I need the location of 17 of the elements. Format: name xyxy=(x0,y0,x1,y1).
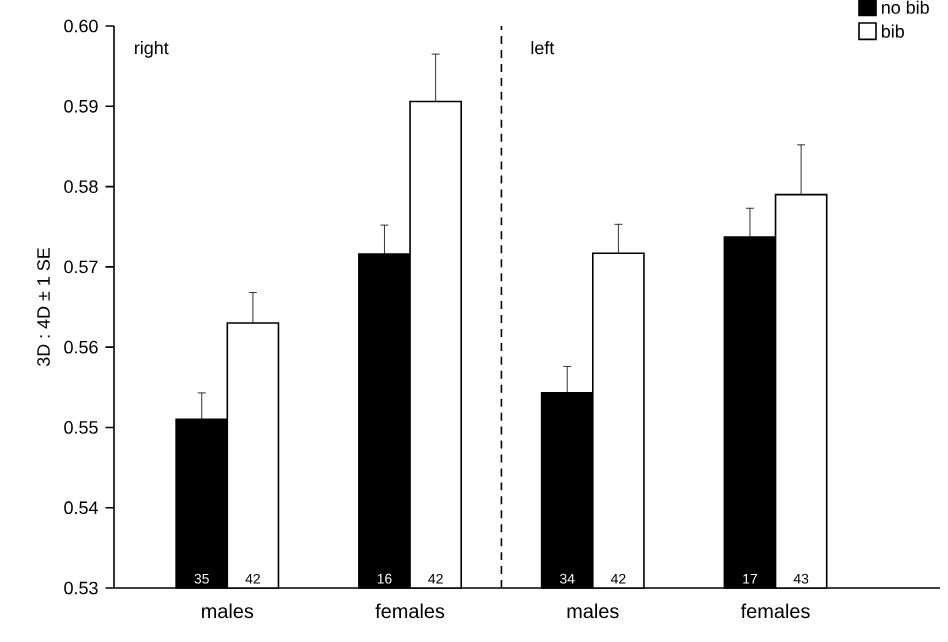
legend-label: no bib xyxy=(881,0,929,14)
y-tick-label: 0.55 xyxy=(64,421,98,434)
legend-label: bib xyxy=(881,24,904,38)
y-tick-label: 0.58 xyxy=(64,180,98,193)
y-tick-label: 0.59 xyxy=(64,99,98,113)
annotation: left xyxy=(531,41,555,55)
y-tick-label: 0.60 xyxy=(64,19,98,33)
x-tick-label: males xyxy=(202,603,254,619)
y-tick-label: 0.54 xyxy=(64,501,98,515)
annotation: right xyxy=(135,41,169,58)
y-tick-label: 0.57 xyxy=(64,260,98,274)
x-tick-label: females xyxy=(740,603,810,619)
y-tick-label: 0.56 xyxy=(64,340,98,354)
x-tick-label: females xyxy=(375,603,445,619)
x-tick-label: males xyxy=(567,603,619,619)
y-axis-title: 3D : 4D ± 1 SE xyxy=(37,248,50,367)
y-tick-label: 0.53 xyxy=(64,581,98,595)
